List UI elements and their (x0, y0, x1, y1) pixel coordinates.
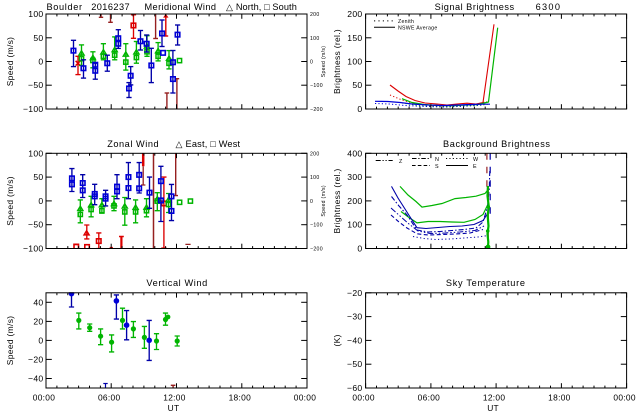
svg-text:−50: −50 (347, 359, 362, 369)
svg-text:400: 400 (347, 148, 362, 158)
svg-text:Zonal Wind: Zonal Wind (107, 139, 159, 149)
svg-text:50: 50 (352, 80, 362, 90)
svg-text:−30: −30 (347, 312, 362, 322)
svg-text:−20: −20 (28, 354, 43, 364)
svg-text:06:00: 06:00 (418, 392, 441, 402)
svg-text:−40: −40 (347, 335, 362, 345)
svg-text:00:00: 00:00 (294, 392, 317, 402)
svg-text:0: 0 (38, 196, 43, 206)
svg-text:−200: −200 (310, 247, 323, 253)
svg-text:50: 50 (33, 33, 43, 43)
svg-text:00:00: 00:00 (352, 392, 375, 402)
svg-text:−20: −20 (347, 288, 362, 298)
svg-text:100: 100 (347, 220, 362, 230)
svg-text:Brightness (rel.): Brightness (rel.) (332, 168, 342, 233)
svg-text:−60: −60 (347, 383, 362, 393)
svg-text:100: 100 (310, 175, 320, 181)
svg-text:−50: −50 (28, 220, 43, 230)
svg-text:0: 0 (310, 199, 313, 205)
svg-text:100: 100 (310, 36, 320, 42)
svg-text:Signal Brightness: Signal Brightness (435, 2, 515, 12)
svg-text:18:00: 18:00 (229, 392, 252, 402)
svg-text:−100: −100 (23, 244, 44, 254)
svg-text:150: 150 (347, 33, 362, 43)
svg-text:200: 200 (310, 12, 320, 18)
svg-text:Speed (m/s): Speed (m/s) (5, 176, 15, 226)
svg-text:−100: −100 (310, 83, 323, 89)
svg-text:200: 200 (347, 9, 362, 19)
svg-text:−100: −100 (23, 104, 44, 114)
svg-text:Speed (m/s): Speed (m/s) (5, 316, 15, 366)
svg-text:200: 200 (347, 196, 362, 206)
svg-text:Vertical Wind: Vertical Wind (146, 278, 207, 288)
svg-text:00:00: 00:00 (33, 392, 56, 402)
svg-text:W: W (473, 157, 479, 163)
svg-text:Meridional Wind: Meridional Wind (145, 2, 217, 12)
svg-text:0: 0 (310, 60, 313, 66)
svg-text:UT: UT (487, 403, 499, 413)
svg-text:0: 0 (357, 244, 362, 254)
svg-text:Z: Z (399, 159, 403, 165)
svg-text:0: 0 (38, 57, 43, 67)
svg-text:△ East, □ West: △ East, □ West (176, 139, 241, 149)
svg-text:40: 40 (33, 297, 43, 307)
svg-text:−50: −50 (28, 80, 43, 90)
svg-text:NSWE Average: NSWE Average (398, 26, 438, 32)
svg-text:S: S (435, 164, 439, 170)
svg-text:−40: −40 (28, 374, 43, 384)
svg-text:Speed (m/s): Speed (m/s) (321, 185, 327, 217)
svg-text:−200: −200 (310, 107, 323, 113)
svg-text:N: N (435, 157, 439, 163)
svg-text:Speed (m/s): Speed (m/s) (321, 46, 327, 78)
svg-text:−100: −100 (310, 223, 323, 229)
svg-text:50: 50 (33, 172, 43, 182)
svg-text:00:00: 00:00 (613, 392, 636, 402)
svg-text:100: 100 (28, 9, 43, 19)
svg-text:12:00: 12:00 (483, 392, 506, 402)
svg-text:UT: UT (168, 403, 180, 413)
svg-text:E: E (473, 164, 477, 170)
svg-text:(K): (K) (332, 334, 342, 346)
svg-text:06:00: 06:00 (98, 392, 121, 402)
svg-text:Boulder: Boulder (47, 2, 83, 12)
svg-text:Brightness (rel.): Brightness (rel.) (332, 29, 342, 94)
svg-text:200: 200 (310, 151, 320, 157)
svg-text:△ North, □ South: △ North, □ South (226, 2, 297, 12)
svg-text:300: 300 (347, 172, 362, 182)
svg-text:Speed (m/s): Speed (m/s) (5, 37, 15, 87)
svg-text:12:00: 12:00 (163, 392, 186, 402)
svg-text:0: 0 (38, 335, 43, 345)
svg-text:20: 20 (33, 316, 43, 326)
svg-text:6300: 6300 (536, 2, 562, 12)
svg-text:100: 100 (347, 57, 362, 67)
svg-text:100: 100 (28, 148, 43, 158)
svg-text:Sky Temperature: Sky Temperature (446, 278, 526, 288)
svg-text:Zenith: Zenith (398, 19, 414, 25)
svg-text:Background Brightness: Background Brightness (443, 139, 551, 149)
svg-text:18:00: 18:00 (548, 392, 571, 402)
svg-text:2016237: 2016237 (91, 2, 130, 12)
svg-text:0: 0 (357, 104, 362, 114)
